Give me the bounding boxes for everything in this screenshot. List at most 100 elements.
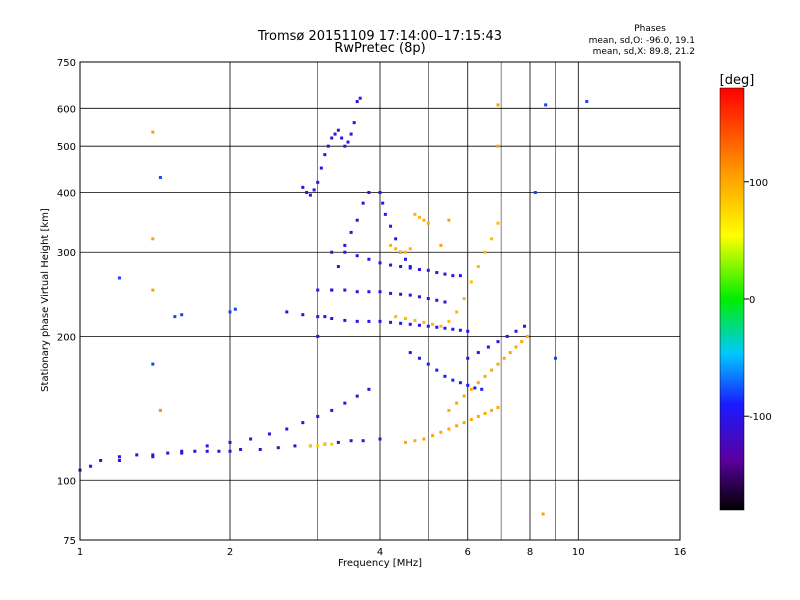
data-point: [417, 323, 421, 327]
data-point: [417, 295, 421, 299]
data-point: [326, 144, 330, 148]
data-point: [399, 292, 403, 296]
data-point: [399, 321, 403, 325]
data-point: [358, 96, 362, 100]
data-point: [413, 212, 417, 216]
data-point: [422, 437, 426, 441]
data-point: [389, 243, 393, 247]
data-point: [361, 439, 365, 443]
data-point: [151, 455, 155, 459]
colorbar-tick-label: 100: [749, 178, 768, 189]
data-point: [355, 394, 359, 398]
chart-subtitle: RwPretec (8p): [334, 41, 425, 56]
data-point: [308, 193, 312, 197]
data-point: [458, 328, 462, 332]
data-point: [394, 237, 398, 241]
data-point: [455, 401, 459, 405]
data-point: [117, 458, 121, 462]
data-point: [151, 130, 155, 134]
data-point: [117, 276, 121, 280]
data-point: [443, 300, 447, 304]
data-point: [447, 218, 451, 222]
data-point: [151, 237, 155, 241]
y-tick-label: 300: [57, 248, 76, 259]
data-point: [408, 293, 412, 297]
data-point: [496, 103, 500, 107]
data-point: [394, 315, 398, 319]
data-point: [426, 324, 430, 328]
data-point: [305, 190, 309, 194]
data-point: [355, 319, 359, 323]
stats-x-line: mean, sd,X: 89.8, 21.2: [593, 47, 695, 57]
data-point: [205, 444, 209, 448]
data-point: [480, 387, 484, 391]
data-point: [447, 319, 451, 323]
chart-title: Tromsø 20151109 17:14:00–17:15:43: [257, 29, 502, 44]
data-point: [435, 271, 439, 275]
data-point: [490, 408, 494, 412]
data-point: [343, 288, 347, 292]
y-tick-label: 200: [57, 332, 76, 343]
data-point: [151, 362, 155, 366]
data-point: [343, 144, 347, 148]
data-point: [316, 414, 320, 418]
data-point: [413, 439, 417, 443]
data-point: [267, 432, 271, 436]
data-point: [158, 408, 162, 412]
data-point: [330, 288, 334, 292]
data-point: [490, 237, 494, 241]
data-point: [447, 408, 451, 412]
data-point: [533, 190, 537, 194]
data-point: [378, 190, 382, 194]
data-point: [462, 394, 466, 398]
data-point: [399, 265, 403, 269]
data-point: [89, 464, 93, 468]
data-point: [343, 318, 347, 322]
data-point: [451, 378, 455, 382]
data-point: [389, 291, 393, 295]
data-point: [301, 313, 305, 317]
data-point: [431, 434, 435, 438]
data-point: [403, 316, 407, 320]
data-point: [367, 387, 371, 391]
data-point: [258, 447, 262, 451]
data-point: [173, 315, 177, 319]
data-point: [408, 247, 412, 251]
data-point: [135, 453, 139, 457]
data-point: [443, 326, 447, 330]
data-point: [301, 185, 305, 189]
data-point: [349, 230, 353, 234]
y-tick-label: 100: [57, 476, 76, 487]
colorbar: [719, 87, 745, 511]
x-tick-label: 8: [527, 547, 533, 558]
data-point: [473, 386, 477, 390]
data-point: [308, 444, 312, 448]
data-point: [367, 319, 371, 323]
data-point: [466, 383, 470, 387]
data-point: [466, 356, 470, 360]
x-tick-label: 1: [77, 547, 83, 558]
data-point: [408, 265, 412, 269]
data-point: [476, 414, 480, 418]
data-point: [469, 280, 473, 284]
data-point: [394, 247, 398, 251]
data-point: [228, 440, 232, 444]
data-point: [435, 368, 439, 372]
data-point: [180, 451, 184, 455]
data-point: [205, 449, 209, 453]
data-point: [346, 140, 350, 144]
data-point: [276, 446, 280, 450]
data-point: [381, 201, 385, 205]
x-tick-label: 4: [377, 547, 383, 558]
data-point: [502, 356, 506, 360]
data-point: [455, 310, 459, 314]
data-point: [435, 325, 439, 329]
data-point: [422, 218, 426, 222]
data-point: [217, 449, 221, 453]
data-point: [316, 180, 320, 184]
data-point: [316, 315, 320, 319]
data-point: [443, 272, 447, 276]
data-point: [422, 320, 426, 324]
data-point: [333, 132, 337, 136]
data-point: [180, 449, 184, 453]
